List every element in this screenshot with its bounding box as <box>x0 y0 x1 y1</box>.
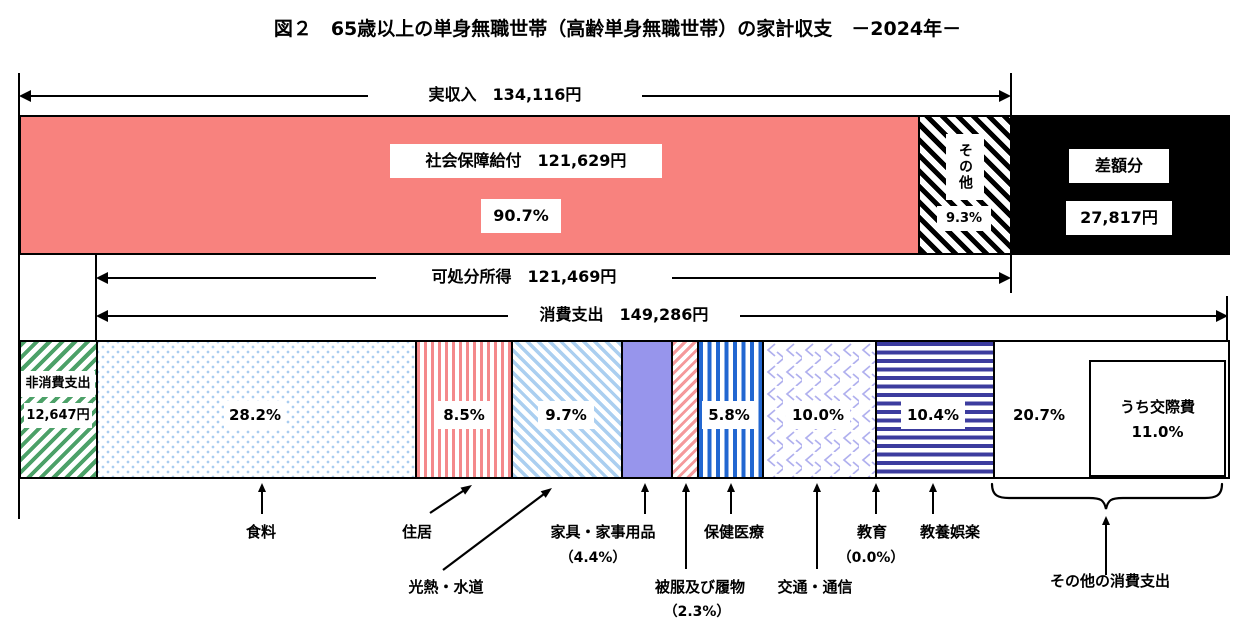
other-consumption-brace <box>990 482 1224 510</box>
culture-caption: 教養娯楽 <box>919 523 980 541</box>
expenditure-bar <box>19 340 1230 479</box>
income-other-label: その他 <box>946 134 984 200</box>
medical-arrow <box>726 483 736 514</box>
housing-pct: 8.5% <box>436 401 492 429</box>
transport-caption: 交通・通信 <box>777 578 853 596</box>
arrowhead-left-icon <box>96 272 108 284</box>
clothing-arrow <box>681 483 691 569</box>
disposable-end-tick <box>1010 253 1012 293</box>
arrowhead-left-icon <box>96 310 108 322</box>
arrowhead-right-icon <box>999 272 1011 284</box>
education-arrow <box>871 483 881 514</box>
consumption-label: 消費支出 149,286円 <box>508 304 740 326</box>
social-security-label: 社会保障給付 121,629円 <box>390 144 662 178</box>
diagonal-arrows <box>429 485 552 571</box>
transport-pct: 10.0% <box>786 401 850 429</box>
social-expenses-label: うち交際費 <box>1119 398 1195 416</box>
utilities-pct: 9.7% <box>538 401 594 429</box>
income-bar <box>19 115 1230 255</box>
social-expenses-pct: 11.0% <box>1131 423 1184 441</box>
chart-title: 図２ 65歳以上の単身無職世帯（高齢単身無職世帯）の家計収支 －2024年－ <box>273 18 962 40</box>
real-income-label: 実収入 134,116円 <box>368 84 642 106</box>
food-pct: 28.2% <box>224 401 286 429</box>
medical-caption: 保健医療 <box>703 523 764 541</box>
housing-caption: 住居 <box>401 523 432 541</box>
non-consumption-amount: 12,647円 <box>24 403 92 428</box>
social-security-pct: 90.7% <box>481 199 561 233</box>
segment-furniture <box>623 342 673 477</box>
food-arrow <box>257 483 267 514</box>
balance-amount: 27,817円 <box>1066 201 1172 235</box>
medical-pct: 5.8% <box>702 401 756 429</box>
furniture-pct-caption: （4.4%） <box>559 550 627 566</box>
culture-pct: 10.4% <box>901 401 965 429</box>
education-caption: 教育 <box>856 523 887 541</box>
transport-arrow <box>812 483 822 569</box>
clothing-pct-caption: （2.3%） <box>663 604 731 619</box>
balance-label: 差額分 <box>1069 149 1169 183</box>
education-pct-caption: （0.0%） <box>837 550 905 566</box>
arrowhead-right-icon <box>1216 310 1228 322</box>
food-caption: 食料 <box>245 523 276 541</box>
left-frame-line <box>18 73 20 519</box>
social-expenses-box: うち交際費 11.0% <box>1089 360 1226 477</box>
segment-clothing <box>673 342 699 477</box>
non-consumption-label: 非消費支出 <box>21 371 95 397</box>
disposable-start-tick <box>95 253 97 342</box>
arrowhead-left-icon <box>19 90 31 102</box>
furniture-arrow <box>640 483 650 514</box>
other-consumption-arrow <box>1101 516 1111 575</box>
culture-arrow <box>928 483 938 514</box>
income-other-pct: 9.3% <box>937 206 991 231</box>
other-consumption-pct: 20.7% <box>1007 401 1071 429</box>
segment-social-security <box>21 117 920 253</box>
utilities-caption: 光熱・水道 <box>408 578 484 596</box>
clothing-caption: 被服及び履物 <box>654 578 745 596</box>
real-income-end-tick-top <box>1010 73 1012 117</box>
other-consumption-caption: その他の消費支出 <box>1049 572 1170 590</box>
furniture-caption: 家具・家事用品 <box>550 523 656 541</box>
arrowhead-right-icon <box>999 90 1011 102</box>
disposable-income-label: 可処分所得 121,469円 <box>376 266 672 288</box>
